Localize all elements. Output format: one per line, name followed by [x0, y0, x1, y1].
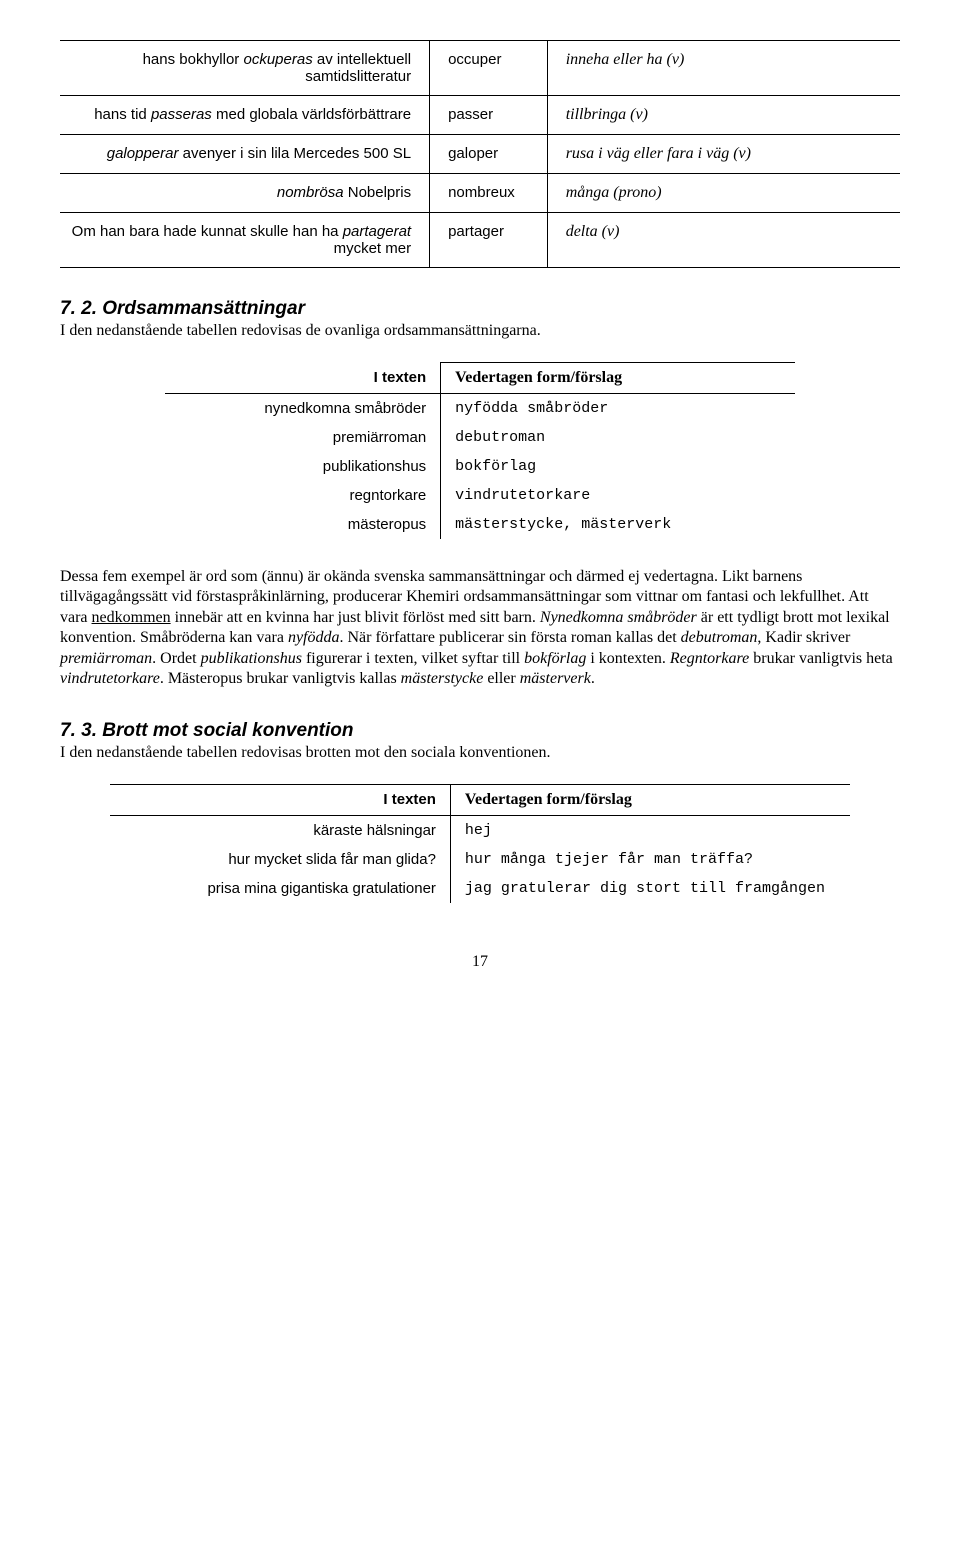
table-cell: passer [430, 96, 548, 135]
table-cell: käraste hälsningar [110, 815, 450, 845]
table-3: I texten Vedertagen form/förslag käraste… [110, 784, 849, 903]
table-row: hans tid passeras med globala världsförb… [60, 96, 900, 135]
para-underline: nedkommen [92, 609, 171, 626]
table-row: premiärromandebutroman [165, 423, 795, 452]
t2-head-right: Vedertagen form/förslag [441, 363, 795, 394]
para-italic: Nynedkomna småbröder [540, 609, 697, 626]
table-cell: bokförlag [441, 452, 795, 481]
para-italic: debutroman [681, 629, 758, 646]
para-text: . Mästeropus brukar vanligtvis kallas [160, 670, 401, 687]
table-cell: prisa mina gigantiska gratulationer [110, 874, 450, 903]
para-italic: mästerstycke [401, 670, 484, 687]
table-cell: nynedkomna småbröder [165, 394, 441, 424]
table-row: käraste hälsningarhej [110, 815, 849, 845]
para-italic: nyfödda [288, 629, 340, 646]
t3-head-right: Vedertagen form/förslag [450, 784, 849, 815]
table-cell: inneha eller ha (v) [547, 41, 900, 96]
t2-head-left: I texten [165, 363, 441, 394]
t3-head-left: I texten [110, 784, 450, 815]
section-3-intro: I den nedanstående tabellen redovisas br… [60, 744, 900, 762]
table-cell: vindrutetorkare [441, 481, 795, 510]
para-italic: mästerverk [520, 670, 591, 687]
table-row: mästeropusmästerstycke, mästerverk [165, 510, 795, 539]
para-text: innebär att en kvinna har just blivit fö… [171, 609, 540, 626]
para-text: eller [483, 670, 519, 687]
page-number: 17 [60, 953, 900, 971]
table-cell: mästeropus [165, 510, 441, 539]
table-cell: hans bokhyllor ockuperas av intellektuel… [60, 41, 430, 96]
table-row: hur mycket slida får man glida?hur många… [110, 845, 849, 874]
section-2-intro: I den nedanstående tabellen redovisas de… [60, 322, 900, 340]
table-cell: rusa i väg eller fara i väg (v) [547, 135, 900, 174]
para-text: i kontexten. [586, 650, 670, 667]
para-italic: bokförlag [524, 650, 586, 667]
para-italic: publikationshus [201, 650, 302, 667]
table-cell: debutroman [441, 423, 795, 452]
table-row: nynedkomna småbrödernyfödda småbröder [165, 394, 795, 424]
table-cell: regntorkare [165, 481, 441, 510]
para-italic: vindrutetorkare [60, 670, 160, 687]
para-text: brukar vanligtvis heta [749, 650, 893, 667]
table-cell: nyfödda småbröder [441, 394, 795, 424]
table-cell: hur mycket slida får man glida? [110, 845, 450, 874]
table-cell: delta (v) [547, 213, 900, 268]
section-2-paragraph: Dessa fem exempel är ord som (ännu) är o… [60, 567, 900, 690]
para-text: . Ordet [152, 650, 200, 667]
table-cell: galoper [430, 135, 548, 174]
table-cell: premiärroman [165, 423, 441, 452]
table-cell: Om han bara hade kunnat skulle han ha pa… [60, 213, 430, 268]
table-cell: jag gratulerar dig stort till framgången [450, 874, 849, 903]
table-2: I texten Vedertagen form/förslag nynedko… [165, 362, 795, 539]
table-row: prisa mina gigantiska gratulationerjag g… [110, 874, 849, 903]
section-2-heading: 7. 2. Ordsammansättningar [60, 298, 900, 320]
table-cell: hans tid passeras med globala världsförb… [60, 96, 430, 135]
table-row: nombrösa Nobelprisnombreuxmånga (prono) [60, 174, 900, 213]
para-italic: Regntorkare [670, 650, 749, 667]
table-cell: partager [430, 213, 548, 268]
table-row: Om han bara hade kunnat skulle han ha pa… [60, 213, 900, 268]
table-cell: mästerstycke, mästerverk [441, 510, 795, 539]
para-text: figurerar i texten, vilket syftar till [302, 650, 524, 667]
table-cell: nombrösa Nobelpris [60, 174, 430, 213]
table-cell: hej [450, 815, 849, 845]
table-row: regntorkarevindrutetorkare [165, 481, 795, 510]
table-1: hans bokhyllor ockuperas av intellektuel… [60, 40, 900, 268]
para-text: . [591, 670, 595, 687]
table-cell: nombreux [430, 174, 548, 213]
para-text: , Kadir skriver [757, 629, 850, 646]
table-cell: occuper [430, 41, 548, 96]
table-row: hans bokhyllor ockuperas av intellektuel… [60, 41, 900, 96]
table-row: galopperar avenyer i sin lila Mercedes 5… [60, 135, 900, 174]
table-cell: galopperar avenyer i sin lila Mercedes 5… [60, 135, 430, 174]
table-row: publikationshusbokförlag [165, 452, 795, 481]
table-cell: hur många tjejer får man träffa? [450, 845, 849, 874]
table-cell: publikationshus [165, 452, 441, 481]
para-italic: premiärroman [60, 650, 152, 667]
para-text: . När författare publicerar sin första r… [339, 629, 680, 646]
table-cell: många (prono) [547, 174, 900, 213]
table-cell: tillbringa (v) [547, 96, 900, 135]
section-3-heading: 7. 3. Brott mot social konvention [60, 720, 900, 742]
